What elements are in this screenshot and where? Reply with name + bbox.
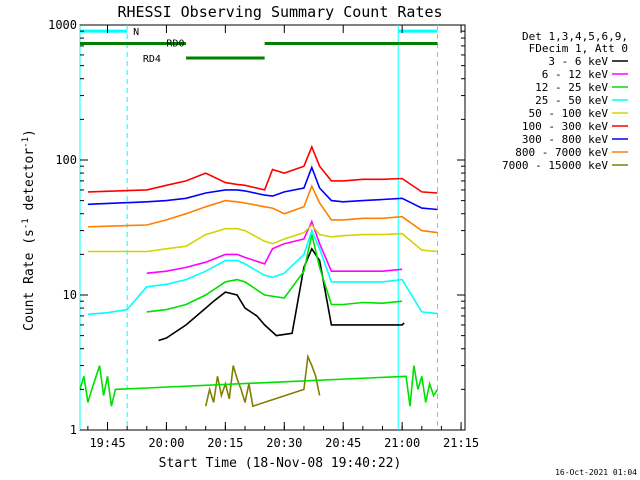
- series-line: [146, 219, 403, 274]
- mode-label-n: N: [133, 27, 139, 38]
- x-axis: 19:45 20:00 20:15 20:30 20:45 21:00 21:15: [87, 25, 479, 450]
- x-axis-label: Start Time (18-Nov-08 19:40:22): [159, 456, 402, 471]
- timestamp: 16-Oct-2021 01:04: [555, 468, 637, 477]
- y-tick-label: 10: [63, 288, 77, 302]
- series-line: [158, 247, 405, 342]
- x-tick-label: 20:45: [325, 436, 361, 450]
- legend-label: 100 - 300 keV: [522, 120, 608, 133]
- series-line: [87, 228, 438, 316]
- y-axis-label-main: Count Rate (s: [22, 229, 37, 331]
- series-line: [87, 223, 438, 253]
- legend-label: 300 - 800 keV: [522, 133, 608, 146]
- x-tick-label: 20:30: [266, 436, 302, 450]
- legend-label: 25 - 50 keV: [535, 94, 608, 107]
- plot-area: N RD0 RD4: [79, 24, 466, 431]
- legend-header-2: FDecim 1, Att 0: [529, 42, 628, 55]
- y-tick-label: 1000: [48, 18, 77, 32]
- y-axis-label-sup2: -1: [21, 137, 31, 148]
- legend-label: 50 - 100 keV: [529, 107, 609, 120]
- y-tick-label: 1: [70, 423, 77, 437]
- series-line: [87, 184, 438, 234]
- series-line: [79, 365, 439, 407]
- series-line: [87, 144, 438, 194]
- y-axis: 1 10 100 1000: [48, 18, 465, 437]
- x-tick-label: 19:45: [89, 436, 125, 450]
- legend: Det 1,3,4,5,6,9, FDecim 1, Att 0 3 - 6 k…: [502, 30, 628, 172]
- x-tick-label: 20:00: [148, 436, 184, 450]
- y-axis-label-sup1: -1: [21, 218, 31, 229]
- x-tick-label: 21:15: [443, 436, 479, 450]
- x-tick-label: 20:15: [207, 436, 243, 450]
- chart-title: RHESSI Observing Summary Count Rates: [117, 3, 442, 21]
- legend-label: 6 - 12 keV: [542, 68, 609, 81]
- legend-label: 12 - 25 keV: [535, 81, 608, 94]
- series-line: [87, 165, 438, 211]
- plot-frame: [79, 24, 466, 431]
- legend-label: 7000 - 15000 keV: [502, 159, 608, 172]
- y-tick-label: 100: [55, 153, 77, 167]
- y-axis-label-mid: detector: [22, 148, 37, 219]
- series-line: [146, 234, 403, 313]
- x-tick-label: 21:00: [384, 436, 420, 450]
- legend-header-1: Det 1,3,4,5,6,9,: [522, 30, 628, 43]
- legend-label: 3 - 6 keV: [548, 55, 608, 68]
- y-axis-label: Count Rate (s-1 detector-1): [21, 129, 37, 331]
- mode-label-rd0: RD0: [166, 38, 184, 49]
- legend-label: 800 - 7000 keV: [515, 146, 608, 159]
- mode-label-rd4: RD4: [143, 54, 161, 65]
- y-axis-label-end: ): [22, 129, 37, 137]
